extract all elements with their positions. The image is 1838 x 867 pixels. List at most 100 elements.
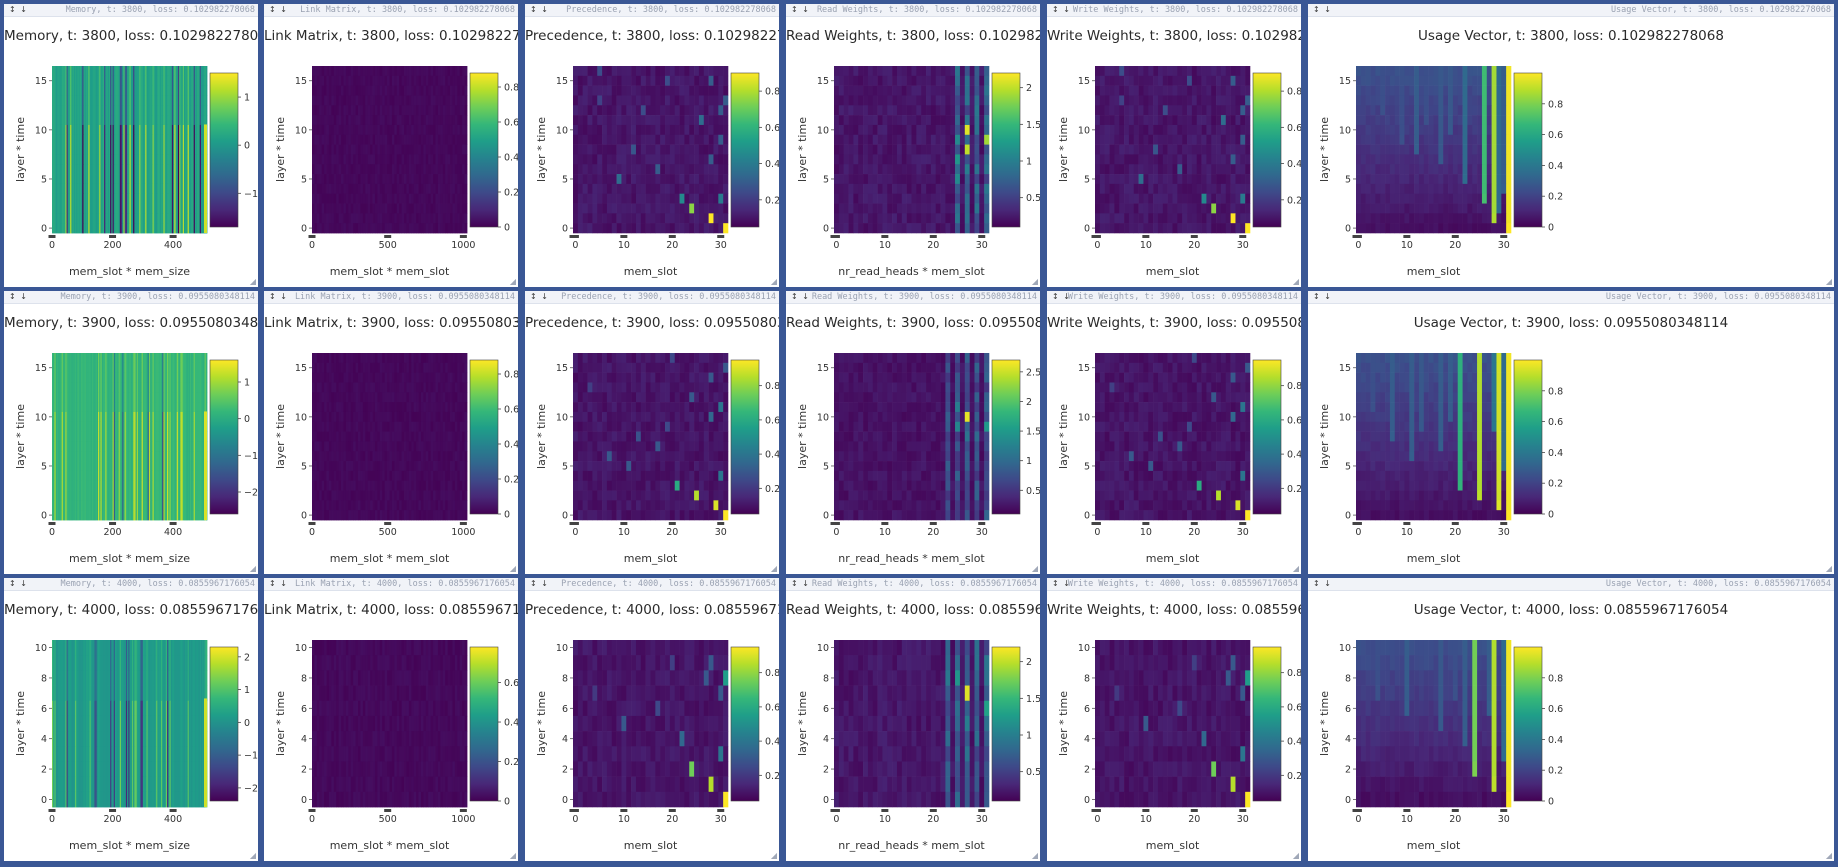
y-axis-label: layer * time [535, 117, 548, 182]
heatmap-cell [853, 203, 859, 214]
heatmap-cell [834, 183, 840, 194]
heatmap-cell [133, 75, 135, 87]
heatmap-cell [838, 134, 844, 145]
heatmap-cell [684, 105, 690, 116]
pane-menu-icon[interactable]: ↕ ↓ [530, 5, 549, 14]
pane-menu-icon[interactable]: ↕ ↓ [1052, 5, 1071, 14]
heatmap-cell [312, 164, 315, 175]
heatmap-cell [65, 164, 67, 175]
heatmap-cell [56, 66, 59, 77]
heatmap-cell [312, 105, 315, 116]
resize-handle-icon[interactable]: ◢ [1031, 277, 1038, 286]
heatmap-cell [331, 85, 335, 96]
pane-menu-icon[interactable]: ↕ ↓ [9, 5, 28, 14]
heatmap-cell [131, 66, 134, 77]
heatmap-cell [193, 144, 196, 155]
heatmap-cell [153, 203, 156, 214]
heatmap-cell [139, 66, 141, 77]
heatmap-cell [150, 203, 152, 214]
heatmap-cell [180, 183, 182, 195]
heatmap-cell [1220, 95, 1227, 106]
heatmap-cell [70, 183, 72, 195]
heatmap-cell [146, 203, 149, 214]
plot-pane-memory[interactable]: ↕ ↓ Memory, t: 3800, loss: 0.102982278068… [4, 4, 258, 287]
heatmap-cell [187, 164, 190, 175]
heatmap-cell [199, 154, 202, 165]
heatmap-cell [391, 154, 395, 165]
heatmap-cell [984, 213, 990, 224]
heatmap-cell [602, 183, 608, 194]
plot-pane-precedence[interactable]: ↕ ↓ Precedence, t: 3800, loss: 0.10298227… [525, 4, 779, 287]
heatmap-cell [101, 124, 104, 136]
heatmap-cell [84, 203, 87, 214]
heatmap-cell [655, 203, 661, 214]
heatmap-cell [175, 193, 178, 204]
resize-handle-icon[interactable]: ◢ [509, 277, 516, 286]
pane-header[interactable]: ↕ ↓ Read Weights, t: 3800, loss: 0.102982… [786, 4, 1040, 17]
heatmap-cell [447, 213, 451, 224]
pane-header[interactable]: ↕ ↓ Memory, t: 3800, loss: 0.102982278068 [4, 4, 258, 17]
heatmap-cell [169, 164, 172, 175]
heatmap-cell [152, 223, 155, 234]
pane-header[interactable]: ↕ ↓ Precedence, t: 3800, loss: 0.10298227… [525, 4, 779, 17]
heatmap-cell [135, 193, 138, 204]
heatmap-cell [168, 164, 170, 175]
heatmap-cell [147, 95, 150, 106]
y-axis-label: layer * time [274, 117, 287, 182]
plot-pane-link-matrix[interactable]: ↕ ↓ Link Matrix, t: 3800, loss: 0.1029822… [264, 4, 518, 287]
resize-handle-icon[interactable]: ◢ [770, 277, 777, 286]
heatmap-cell [127, 193, 129, 204]
heatmap-cell [901, 115, 907, 126]
heatmap-cell [945, 105, 951, 116]
heatmap-cell [77, 124, 80, 136]
resize-handle-icon[interactable]: ◢ [249, 277, 256, 286]
heatmap-cell [341, 164, 344, 175]
heatmap-cell [640, 154, 646, 165]
heatmap-cell [169, 174, 172, 185]
plot-pane-read-weights[interactable]: ↕ ↓ Read Weights, t: 3800, loss: 0.102982… [786, 4, 1040, 287]
heatmap-cell [848, 203, 854, 214]
heatmap-cell [336, 75, 340, 87]
pane-menu-icon[interactable]: ↕ ↓ [791, 5, 810, 14]
heatmap-cell [1153, 124, 1159, 136]
heatmap-cell [128, 134, 130, 145]
heatmap-cell [408, 115, 412, 126]
heatmap-cell [312, 66, 315, 77]
pane-header[interactable]: ↕ ↓ Write Weights, t: 3800, loss: 0.10298… [1047, 4, 1301, 17]
heatmap-cell [420, 75, 424, 87]
heatmap-cell [362, 193, 366, 204]
heatmap-cell [1167, 85, 1173, 96]
heatmap-cell [621, 154, 627, 165]
heatmap-cell [95, 134, 98, 145]
heatmap-cell [85, 183, 88, 195]
heatmap-cell [684, 154, 690, 165]
x-tick-mark [978, 235, 986, 238]
heatmap-cell [159, 144, 162, 155]
plot-pane-write-weights[interactable]: ↕ ↓ Write Weights, t: 3800, loss: 0.10298… [1047, 4, 1301, 287]
heatmap-cell [1133, 115, 1139, 126]
heatmap-cell [168, 174, 170, 185]
heatmap-cell [67, 174, 70, 185]
heatmap-cell [926, 134, 932, 145]
heatmap-cell [1104, 124, 1110, 136]
pane-header[interactable]: ↕ ↓ Link Matrix, t: 3800, loss: 0.1029822… [264, 4, 518, 17]
heatmap-cell [144, 115, 146, 126]
heatmap-cell [442, 85, 446, 96]
heatmap-cell [1172, 203, 1178, 214]
heatmap-cell [901, 124, 907, 136]
heatmap-cell [377, 174, 381, 185]
heatmap-cell [379, 105, 383, 116]
heatmap-cell [139, 183, 141, 195]
heatmap-cell [1172, 124, 1178, 136]
heatmap-cell [703, 124, 709, 136]
heatmap-cell [450, 66, 453, 77]
heatmap-cell [130, 85, 133, 96]
heatmap-cell [152, 174, 155, 185]
pane-menu-icon[interactable]: ↕ ↓ [269, 5, 288, 14]
heatmap-cell [156, 174, 158, 185]
